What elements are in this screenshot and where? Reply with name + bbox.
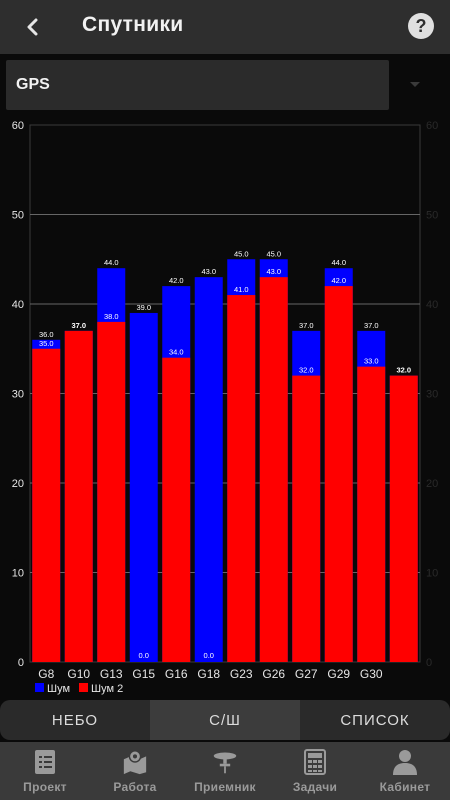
x-tick-label: G16 (165, 667, 188, 681)
tab-sky[interactable]: НЕБО (0, 700, 150, 740)
user-icon (392, 749, 418, 775)
x-tick-label: G13 (100, 667, 123, 681)
bar-series-2 (64, 330, 93, 662)
tab-sky-label: НЕБО (51, 711, 99, 729)
x-tick-label: G18 (197, 667, 220, 681)
y-tick-label: 60 (12, 120, 24, 132)
data-label: 41.0 (234, 285, 249, 294)
nav-item-cabinet[interactable]: Кабинет (360, 742, 450, 800)
data-label: 45.0 (234, 249, 249, 258)
view-tabs: НЕБО С/Ш СПИСОК (0, 700, 450, 740)
legend-label-series-2: Шум 2 (91, 683, 123, 695)
x-tick-label: G15 (132, 667, 155, 681)
y-tick-label: 20 (12, 478, 24, 490)
data-label: 35.0 (39, 339, 54, 348)
tab-snr-label: С/Ш (209, 711, 241, 729)
x-tick-label: G23 (230, 667, 253, 681)
y-tick-label: 30 (12, 389, 24, 401)
tab-list-label: СПИСОК (340, 711, 410, 729)
bar-series-2 (162, 357, 191, 662)
bar-series-1 (129, 312, 158, 662)
y-tick-label-right: 10 (426, 568, 438, 580)
y-tick-label-right: 30 (426, 389, 438, 401)
data-label: 44.0 (331, 258, 346, 267)
map-pin-icon (122, 749, 148, 775)
y-tick-label: 0 (18, 657, 24, 669)
bar-series-2 (292, 375, 321, 662)
data-label: 34.0 (169, 348, 184, 357)
bar-series-2 (357, 366, 386, 662)
data-label: 39.0 (136, 303, 151, 312)
data-label: 38.0 (104, 312, 119, 321)
data-label: 45.0 (266, 249, 281, 258)
x-tick-label: G10 (67, 667, 90, 681)
bar-series-2 (389, 375, 418, 662)
data-label: 37.0 (299, 321, 314, 330)
bar-series-2 (32, 348, 61, 662)
bar-series-2 (259, 277, 288, 662)
legend-swatch-series-2 (79, 683, 88, 692)
nav-item-tasks[interactable]: Задачи (270, 742, 360, 800)
nav-label-tasks: Задачи (292, 780, 338, 794)
data-label: 32.0 (299, 366, 314, 375)
nav-label-receiver: Приемник (194, 780, 256, 794)
y-tick-label-right: 60 (426, 120, 438, 132)
nav-item-receiver[interactable]: Приемник (180, 742, 270, 800)
page-title: Спутники (82, 13, 184, 36)
x-tick-label: G8 (38, 667, 54, 681)
nav-label-cabinet: Кабинет (379, 780, 431, 794)
data-label: 42.0 (331, 276, 346, 285)
bar-series-2 (227, 295, 256, 662)
nav-item-work[interactable]: Работа (90, 742, 180, 800)
y-tick-label-right: 40 (426, 299, 438, 311)
back-button[interactable] (18, 12, 48, 42)
data-label: 43.0 (266, 267, 281, 276)
question-circle-icon: ? (415, 15, 427, 36)
tab-list[interactable]: СПИСОК (300, 700, 450, 740)
data-label: 36.0 (39, 330, 54, 339)
bar-series-2 (97, 321, 126, 662)
nav-item-project[interactable]: Проект (0, 742, 90, 800)
constellation-select-value: GPS (16, 76, 50, 93)
x-tick-label: G29 (327, 667, 350, 681)
chevron-left-icon (27, 18, 38, 36)
data-label: 43.0 (201, 267, 216, 276)
nav-label-work: Работа (113, 780, 157, 794)
data-label: 42.0 (169, 276, 184, 285)
data-label: 33.0 (364, 357, 379, 366)
data-label: 0.0 (204, 651, 214, 660)
nav-label-project: Проект (23, 780, 67, 794)
receiver-icon (212, 749, 238, 775)
document-icon (32, 749, 58, 775)
data-label: 37.0 (71, 321, 86, 330)
constellation-select[interactable]: GPS (6, 60, 389, 110)
x-tick-label: G30 (360, 667, 383, 681)
data-label: 37.0 (364, 321, 379, 330)
y-tick-label: 10 (12, 568, 24, 580)
y-tick-label: 40 (12, 299, 24, 311)
legend-swatch-series-1 (35, 683, 44, 692)
data-label: 32.0 (396, 366, 411, 375)
chevron-down-icon[interactable] (410, 82, 420, 87)
app-header: Спутники ? (0, 0, 450, 54)
bar-series-2 (324, 286, 353, 662)
bottom-navigation: Проект Работа Приемник (0, 742, 450, 800)
calculator-icon (302, 749, 328, 775)
data-label: 44.0 (104, 258, 119, 267)
y-tick-label-right: 50 (426, 210, 438, 222)
y-tick-label: 50 (12, 210, 24, 222)
help-button[interactable]: ? (408, 13, 434, 39)
bar-series-1 (194, 277, 223, 662)
data-label: 0.0 (139, 651, 149, 660)
legend-label-series-1: Шум (47, 683, 70, 695)
x-tick-label: G26 (262, 667, 285, 681)
y-tick-label-right: 20 (426, 478, 438, 490)
tab-snr[interactable]: С/Ш (150, 700, 300, 740)
y-tick-label-right: 0 (426, 657, 432, 669)
x-tick-label: G27 (295, 667, 318, 681)
snr-chart: 0 0 10 10 20 20 30 30 40 40 50 50 60 60 36.035.0 G8 37.0… (12, 120, 439, 695)
